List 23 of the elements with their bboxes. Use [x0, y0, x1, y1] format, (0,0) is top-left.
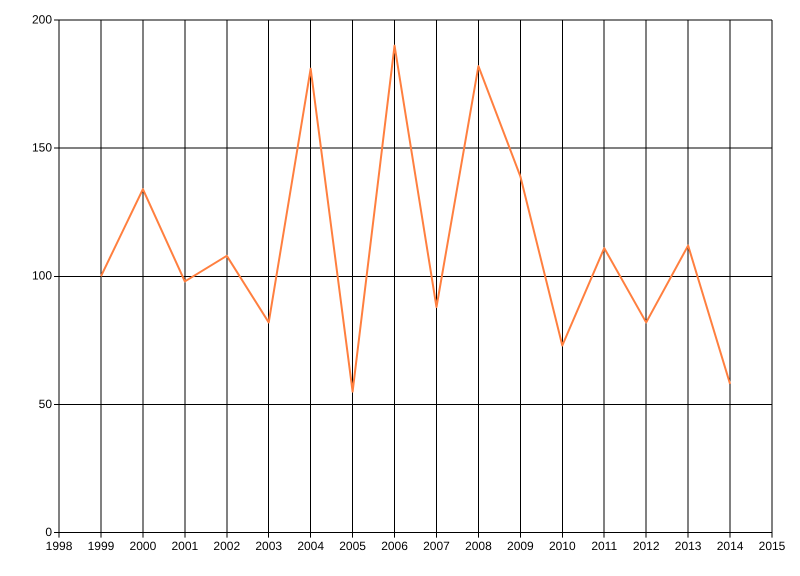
- y-tick-label: 100: [32, 268, 52, 283]
- x-tick-label: 1998: [46, 539, 73, 554]
- y-tick-label: 200: [32, 12, 52, 26]
- x-tick-label: 2012: [632, 539, 660, 554]
- x-tick-label: 2006: [381, 539, 408, 554]
- x-tick-label: 2008: [465, 539, 492, 554]
- x-tick-label: 2009: [507, 539, 534, 554]
- x-tick-label: 2013: [674, 539, 702, 554]
- x-tick-label: 2002: [213, 539, 240, 554]
- x-tick-label: 2015: [758, 539, 786, 554]
- x-tick-label: 2004: [297, 539, 324, 554]
- x-tick-label: 2010: [548, 539, 576, 554]
- x-tick-label: 2011: [591, 539, 618, 554]
- x-tick-label: 2001: [171, 539, 199, 554]
- y-tick-label: 150: [32, 140, 52, 154]
- x-tick-label: 1999: [88, 539, 115, 554]
- x-tick-label: 2003: [255, 539, 282, 554]
- y-tick-label: 50: [38, 396, 52, 411]
- x-tick-label: 2014: [716, 539, 744, 554]
- y-tick-label: 0: [45, 524, 52, 539]
- x-tick-label: 2000: [130, 539, 157, 554]
- x-tick-label: 2005: [339, 539, 366, 554]
- x-tick-label: 2007: [423, 539, 450, 554]
